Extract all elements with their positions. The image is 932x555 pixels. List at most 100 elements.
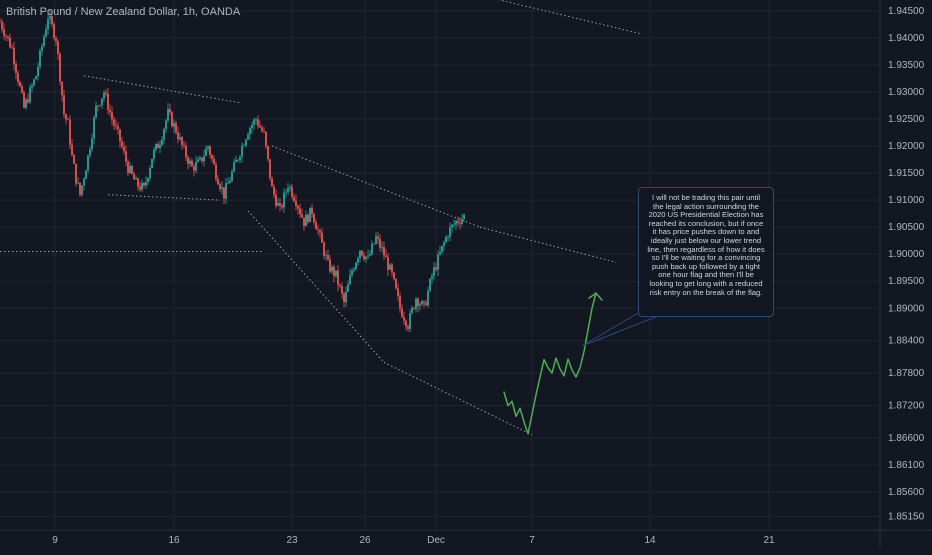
- y-tick-label: 1.86600: [888, 433, 925, 444]
- candle-body: [41, 46, 43, 51]
- candle-body: [241, 145, 243, 157]
- symbol-title: British Pound / New Zealand Dollar, 1h, …: [6, 6, 241, 18]
- candle-body: [309, 207, 311, 223]
- candle-body: [213, 158, 215, 165]
- candle-body: [59, 53, 61, 82]
- candle-body: [193, 166, 195, 171]
- candle-body: [121, 141, 123, 147]
- candle-body: [31, 85, 33, 88]
- y-tick-label: 1.92000: [888, 141, 925, 152]
- candle-body: [239, 156, 241, 160]
- candle-body: [63, 95, 65, 115]
- candle-body: [15, 63, 17, 74]
- candle-body: [225, 183, 227, 199]
- y-tick-label: 1.87200: [888, 401, 925, 412]
- candle-body: [433, 267, 435, 276]
- y-tick-label: 1.91000: [888, 195, 925, 206]
- candle-body: [353, 269, 355, 271]
- y-tick-label: 1.89500: [888, 276, 925, 287]
- candle-body: [169, 108, 171, 113]
- candle-body: [7, 36, 9, 38]
- candle-body: [307, 214, 309, 223]
- candle-body: [311, 207, 313, 215]
- candle-body: [173, 123, 175, 127]
- candle-body: [385, 255, 387, 258]
- candle-body: [359, 250, 361, 259]
- candle-body: [297, 206, 299, 209]
- candle-body: [429, 278, 431, 292]
- candle-body: [441, 245, 443, 253]
- candle-body: [421, 301, 423, 305]
- candle-body: [69, 119, 71, 145]
- x-tick-label: 26: [359, 535, 371, 546]
- candle-body: [329, 259, 331, 272]
- candle-body: [165, 120, 167, 129]
- candle-body: [365, 256, 367, 260]
- candle-body: [281, 205, 283, 208]
- candle-body: [27, 99, 29, 103]
- candle-body: [117, 126, 119, 130]
- candle-body: [323, 242, 325, 256]
- candle-body: [381, 247, 383, 248]
- projection-path: [503, 292, 597, 435]
- candle-body: [299, 208, 301, 215]
- candle-body: [427, 291, 429, 306]
- candle-body: [177, 132, 179, 140]
- candle-body: [287, 187, 289, 192]
- candle-body: [255, 119, 257, 121]
- candle-body: [79, 182, 81, 195]
- candle-body: [227, 183, 229, 184]
- candle-body: [339, 284, 341, 287]
- candle-body: [217, 179, 219, 185]
- candle-body: [185, 145, 187, 158]
- candle-body: [275, 194, 277, 206]
- candle-body: [171, 112, 173, 127]
- candle-body: [259, 125, 261, 128]
- candle-body: [19, 82, 21, 87]
- candle-body: [235, 160, 237, 163]
- candle-body: [397, 288, 399, 297]
- trendline: [497, 0, 641, 35]
- y-tick-label: 1.89000: [888, 303, 925, 314]
- candle-body: [93, 117, 95, 139]
- candle-body: [361, 250, 363, 256]
- candle-body: [209, 146, 211, 156]
- trendline: [383, 361, 533, 436]
- candle-body: [341, 286, 343, 294]
- candle-body: [447, 236, 449, 238]
- y-tick-label: 1.94000: [888, 33, 925, 44]
- candle-body: [403, 317, 405, 321]
- candle-body: [39, 50, 41, 67]
- candle-body: [321, 232, 323, 243]
- candle-body: [131, 165, 133, 174]
- candle-body: [99, 105, 101, 106]
- candle-body: [283, 192, 285, 208]
- candle-body: [3, 29, 5, 36]
- candle-body: [439, 252, 441, 255]
- candle-body: [393, 272, 395, 279]
- idea-annotation[interactable]: I will not be trading this pair until th…: [638, 187, 774, 317]
- candle-body: [167, 108, 169, 121]
- candle-body: [149, 167, 151, 178]
- y-tick-label: 1.91500: [888, 168, 925, 179]
- candle-body: [61, 81, 63, 96]
- x-tick-label: Dec: [427, 535, 445, 546]
- candle-body: [211, 155, 213, 159]
- candle-body: [243, 145, 245, 147]
- candle-body: [327, 255, 329, 260]
- y-tick-label: 1.92500: [888, 114, 925, 125]
- candle-body: [205, 148, 207, 156]
- candle-body: [263, 131, 265, 132]
- candle-body: [159, 145, 161, 148]
- candle-body: [143, 183, 145, 186]
- candle-body: [295, 200, 297, 207]
- candle-body: [249, 128, 251, 135]
- x-tick-label: 9: [52, 535, 58, 546]
- candle-body: [237, 159, 239, 161]
- candle-body: [137, 178, 139, 187]
- x-tick-label: 23: [286, 535, 298, 546]
- candle-body: [1, 21, 3, 30]
- y-tick-label: 1.90000: [888, 249, 925, 260]
